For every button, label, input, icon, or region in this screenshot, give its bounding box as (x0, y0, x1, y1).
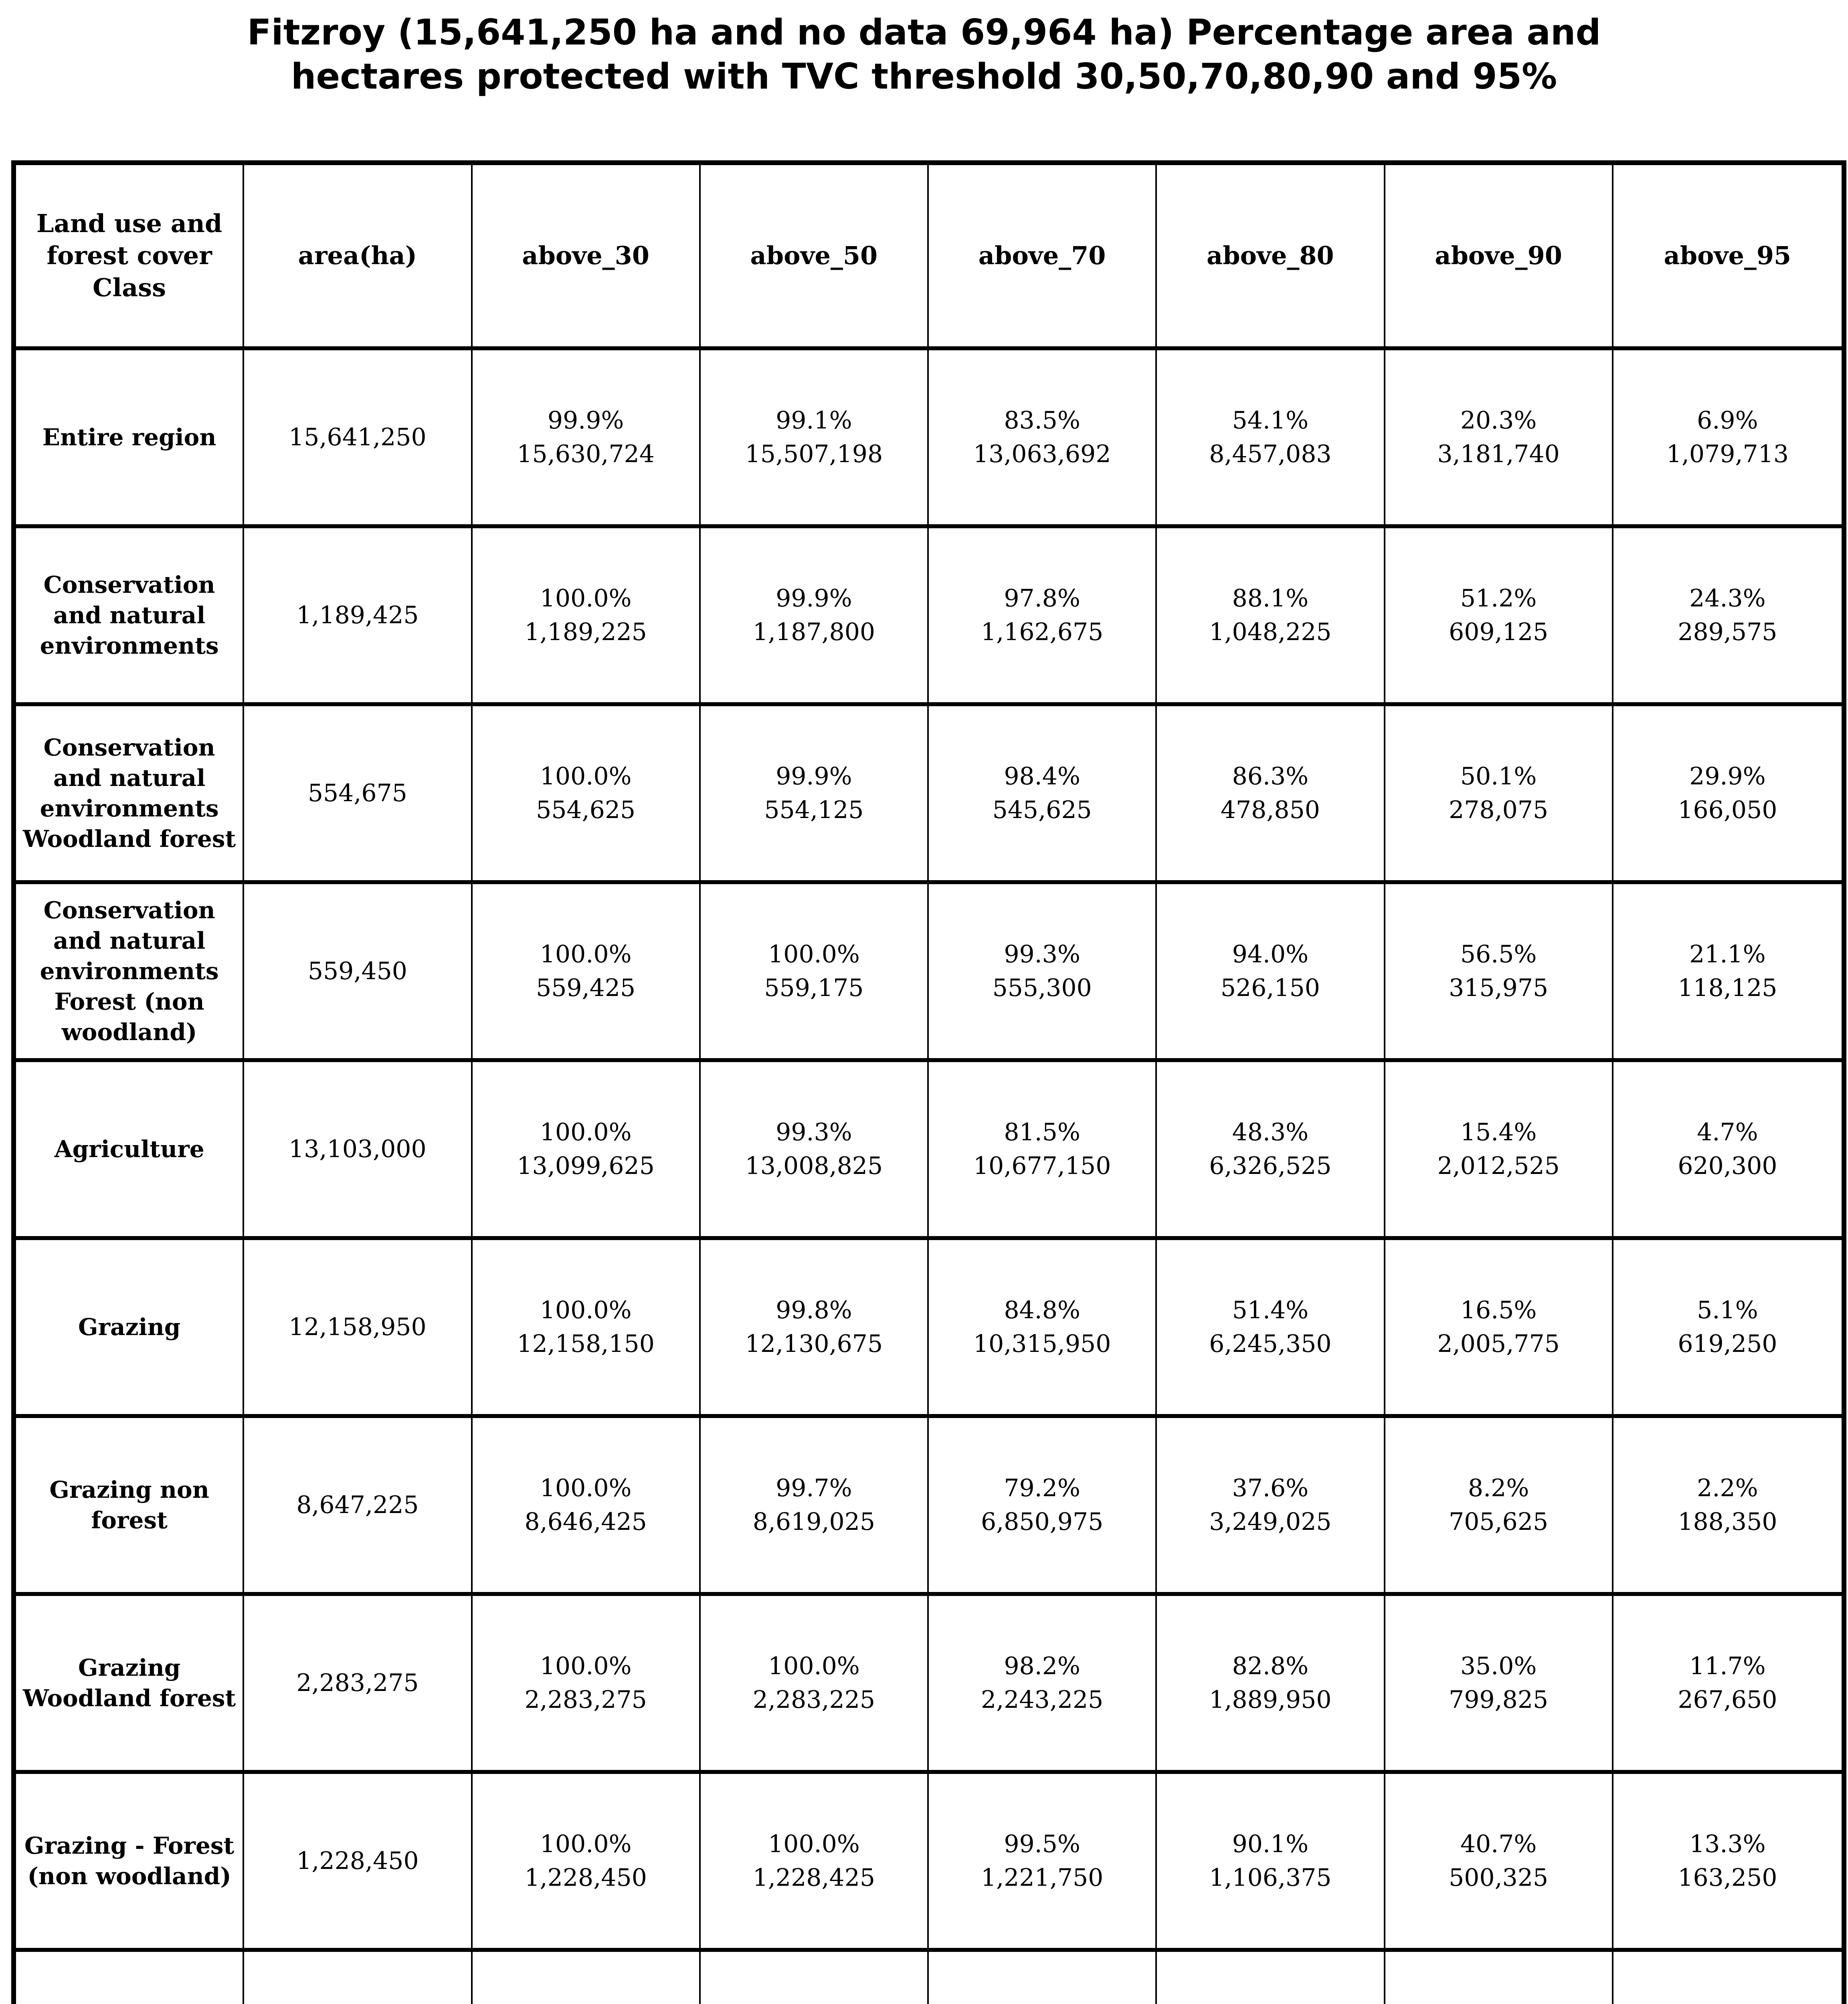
data-cell-above_50: 100.0% 559,175 (700, 884, 929, 1062)
data-cell-above_95: 2.2% 188,350 (1613, 1418, 1842, 1596)
data-cell-above_90: 0.5%4,300 (1385, 1952, 1613, 2004)
data-cell-above_80: 48.3% 6,326,525 (1157, 1062, 1385, 1240)
data-cell-above_80: 51.4% 6,245,350 (1157, 1240, 1385, 1418)
data-cell-above_90: 40.7% 500,325 (1385, 1774, 1613, 1952)
data-cell-above_70: 98.4% 545,625 (929, 706, 1157, 884)
data-cell-above_90: 15.4% 2,012,525 (1385, 1062, 1613, 1240)
area-cell: 2,283,275 (244, 1596, 473, 1774)
data-cell-above_95: 6.9% 1,079,713 (1613, 350, 1842, 528)
data-cell-above_30: 100.0% 559,425 (472, 884, 701, 1062)
data-cell-above_90: 51.2% 609,125 (1385, 528, 1613, 706)
data-cell-above_95: 24.3% 289,575 (1613, 528, 1842, 706)
data-cell-above_80: 86.3% 478,850 (1157, 706, 1385, 884)
data-cell-above_30: 100.0% 13,099,625 (472, 1062, 701, 1240)
data-cell-above_30: 100.0% 12,158,150 (472, 1240, 701, 1418)
data-cell-above_80: 8.1%65,575 (1157, 1952, 1385, 2004)
area-cell: 559,450 (244, 884, 473, 1062)
column-header-6: above_90 (1385, 165, 1613, 350)
row-label: Cropping (16, 1952, 245, 2004)
row-label: Entire region (16, 350, 245, 528)
row-label: Conservation and natural environments Wo… (16, 706, 245, 884)
data-cell-above_70: 79.2% 6,850,975 (929, 1418, 1157, 1596)
data-cell-above_90: 8.2% 705,625 (1385, 1418, 1613, 1596)
data-cell-above_50: 99.9% 554,125 (700, 706, 929, 884)
data-cell-above_50: 93.8%762,200 (701, 1952, 929, 2004)
column-header-5: above_80 (1157, 165, 1385, 350)
data-cell-above_80: 54.1% 8,457,083 (1157, 350, 1385, 528)
row-label: Grazing - Forest (non woodland) (16, 1774, 245, 1952)
data-cell-above_80: 88.1% 1,048,225 (1157, 528, 1385, 706)
data-cell-above_50: 100.0% 1,228,425 (700, 1774, 929, 1952)
area-cell: 12,158,950 (244, 1240, 473, 1418)
area-cell: 1,228,450 (244, 1774, 473, 1952)
data-cell-above_50: 99.1% 15,507,198 (700, 350, 929, 528)
row-label: Conservation and natural environments (16, 528, 245, 706)
column-header-0: Land use and forest cover Class (16, 165, 245, 350)
data-cell-above_70: 99.3% 555,300 (929, 884, 1157, 1062)
data-cell-above_50: 100.0% 2,283,225 (700, 1596, 929, 1774)
data-cell-above_70: 97.8% 1,162,675 (929, 528, 1157, 706)
column-header-3: above_50 (700, 165, 929, 350)
column-header-4: above_70 (929, 165, 1157, 350)
page-title: Fitzroy (15,641,250 ha and no data 69,96… (247, 12, 1601, 97)
data-cell-above_30: 100.0% 1,189,225 (472, 528, 701, 706)
data-cell-above_95: 0.1%600 (1613, 1952, 1842, 2004)
data-cell-above_95: 29.9% 166,050 (1613, 706, 1842, 884)
data-cell-above_80: 82.8% 1,889,950 (1157, 1596, 1385, 1774)
data-cell-above_30: 100.0% 8,646,425 (472, 1418, 701, 1596)
data-cell-above_50: 99.7% 8,619,025 (700, 1418, 929, 1596)
data-cell-above_95: 5.1% 619,250 (1613, 1240, 1842, 1418)
data-cell-above_70: 83.5% 13,063,692 (929, 350, 1157, 528)
data-cell-above_80: 90.1% 1,106,375 (1157, 1774, 1385, 1952)
data-cell-above_50: 99.8% 12,130,675 (700, 1240, 929, 1418)
data-cell-above_30: 99.9%811,675 (473, 1952, 701, 2004)
column-header-1: area(ha) (244, 165, 473, 350)
data-cell-above_30: 100.0% 2,283,275 (472, 1596, 701, 1774)
area-cell: 13,103,000 (244, 1062, 473, 1240)
data-cell-above_95: 13.3% 163,250 (1613, 1774, 1842, 1952)
area-cell: 8,647,225 (244, 1418, 473, 1596)
row-label: Conservation and natural environments Fo… (16, 884, 245, 1062)
data-cell-above_70: 81.5% 10,677,150 (929, 1062, 1157, 1240)
data-cell-above_80: 94.0% 526,150 (1157, 884, 1385, 1062)
data-cell-above_95: 21.1% 118,125 (1613, 884, 1842, 1062)
data-cell-above_90: 20.3% 3,181,740 (1385, 350, 1613, 528)
data-cell-above_90: 50.1% 278,075 (1385, 706, 1613, 884)
data-cell-above_95: 11.7% 267,650 (1613, 1596, 1842, 1774)
data-cell-above_90: 56.5% 315,975 (1385, 884, 1613, 1062)
data-cell-above_30: 100.0% 554,625 (472, 706, 701, 884)
area-cell: 812,825 (244, 1952, 473, 2004)
area-cell: 554,675 (244, 706, 473, 884)
data-cell-above_30: 99.9% 15,630,724 (472, 350, 701, 528)
area-cell: 1,189,425 (244, 528, 473, 706)
row-label: Grazing (16, 1240, 245, 1418)
area-cell: 15,641,250 (244, 350, 473, 528)
data-cell-above_70: 98.2% 2,243,225 (929, 1596, 1157, 1774)
land-use-table: Land use and forest cover Class area(ha) a… (11, 160, 1846, 2004)
data-cell-above_70: 84.8% 10,315,950 (929, 1240, 1157, 1418)
data-cell-above_90: 16.5% 2,005,775 (1385, 1240, 1613, 1418)
data-cell-above_95: 4.7% 620,300 (1613, 1062, 1842, 1240)
data-cell-above_90: 35.0% 799,825 (1385, 1596, 1613, 1774)
row-label: Grazing Woodland forest (16, 1596, 245, 1774)
data-cell-above_50: 99.9% 1,187,800 (700, 528, 929, 706)
row-label: Grazing non forest (16, 1418, 245, 1596)
data-cell-above_50: 99.3% 13,008,825 (700, 1062, 929, 1240)
column-header-2: above_30 (472, 165, 701, 350)
data-cell-above_70: 99.5% 1,221,750 (929, 1774, 1157, 1952)
data-cell-above_30: 100.0% 1,228,450 (472, 1774, 701, 1952)
column-header-7: above_95 (1613, 165, 1842, 350)
data-cell-above_70: 37.5%304,775 (929, 1952, 1157, 2004)
data-cell-above_80: 37.6% 3,249,025 (1157, 1418, 1385, 1596)
row-label: Agriculture (16, 1062, 245, 1240)
